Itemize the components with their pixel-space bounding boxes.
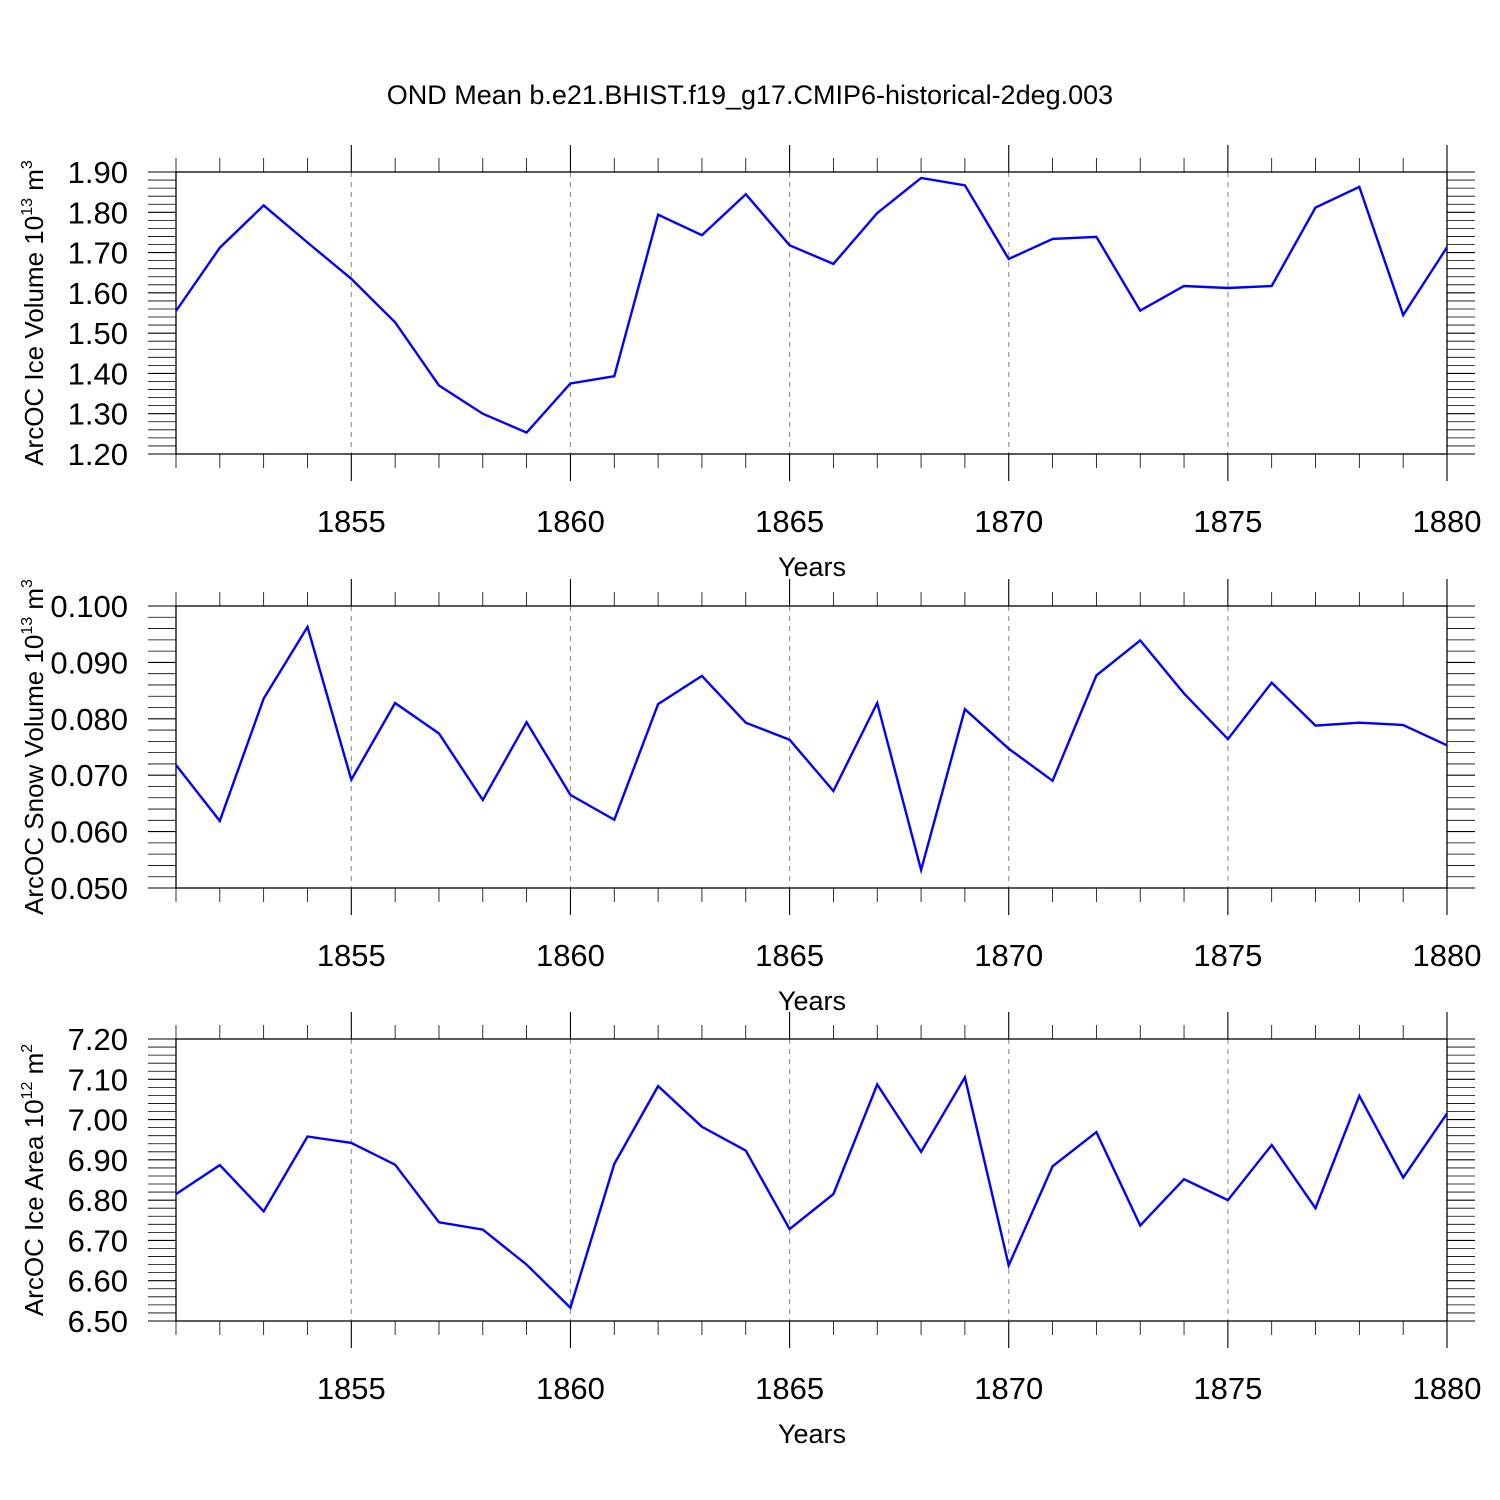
- x-tick-label: 1860: [536, 938, 605, 973]
- y-tick-label: 1.50: [68, 316, 128, 351]
- x-tick-label: 1865: [755, 1371, 824, 1406]
- y-tick-label: 0.100: [50, 589, 128, 624]
- plot-frame: [175, 605, 1448, 889]
- y-tick-label: 7.20: [68, 1022, 128, 1057]
- y-tick-label: 1.60: [68, 276, 128, 311]
- x-axis-label: Years: [778, 552, 846, 582]
- y-tick-label: 6.90: [68, 1143, 128, 1178]
- y-tick-label: 0.060: [50, 815, 128, 850]
- y-tick-label: 7.00: [68, 1103, 128, 1138]
- x-tick-label: 1880: [1413, 1371, 1482, 1406]
- panel-snow-volume: 0.050 0.060 0.070 0.080 0.090 0.100 1855 1860 18…: [19, 579, 1481, 1016]
- series-line-snow-volume: [175, 623, 1448, 875]
- x-tick-label: 1875: [1193, 1371, 1262, 1406]
- x-tick-label: 1855: [317, 1371, 386, 1406]
- y-tick-label: 0.090: [50, 645, 128, 680]
- x-tick-label: 1860: [536, 1371, 605, 1406]
- x-tick-label: 1880: [1413, 504, 1482, 539]
- y-axis-label: ArcOC Ice Area 1012 m2: [19, 1044, 49, 1316]
- x-tick-label: 1865: [755, 504, 824, 539]
- x-tick-label: 1870: [974, 1371, 1043, 1406]
- x-tick-label: 1855: [317, 504, 386, 539]
- y-axis-label: ArcOC Ice Volume 1013 m3: [19, 160, 49, 466]
- y-tick-label: 1.70: [68, 236, 128, 271]
- x-tick-label: 1875: [1193, 938, 1262, 973]
- plot-frame: [175, 1038, 1448, 1322]
- x-tick-label: 1855: [317, 938, 386, 973]
- chart-title: OND Mean b.e21.BHIST.f19_g17.CMIP6-histo…: [387, 80, 1113, 110]
- panel-ice-volume: 1.20 1.30 1.40 1.50 1.60 1.70 1.80 1.90 1855 1860…: [19, 145, 1481, 582]
- panel-ice-area: 6.50 6.60 6.70 6.80 6.90 7.00 7.10 7.20 1855 1860…: [19, 1012, 1481, 1449]
- y-tick-label: 0.070: [50, 758, 128, 793]
- y-axis-label: ArcOC Snow Volume 1013 m3: [19, 579, 49, 915]
- plot-frame: [175, 171, 1448, 455]
- x-tick-label: 1870: [974, 504, 1043, 539]
- y-tick-label: 1.30: [68, 397, 128, 432]
- x-axis-label: Years: [778, 986, 846, 1016]
- y-tick-label: 6.80: [68, 1183, 128, 1218]
- series-line-ice-area: [175, 1074, 1448, 1310]
- y-tick-label: 1.20: [68, 437, 128, 472]
- x-tick-label: 1880: [1413, 938, 1482, 973]
- x-axis-label: Years: [778, 1419, 846, 1449]
- y-tick-label: 0.050: [50, 871, 128, 906]
- y-tick-label: 1.80: [68, 195, 128, 230]
- y-tick-label: 6.60: [68, 1264, 128, 1299]
- y-tick-label: 1.40: [68, 356, 128, 391]
- y-tick-label: 6.70: [68, 1223, 128, 1258]
- x-tick-label: 1865: [755, 938, 824, 973]
- y-tick-label: 0.080: [50, 702, 128, 737]
- x-tick-label: 1860: [536, 504, 605, 539]
- x-tick-label: 1875: [1193, 504, 1262, 539]
- y-tick-label: 7.10: [68, 1062, 128, 1097]
- x-tick-label: 1870: [974, 938, 1043, 973]
- y-tick-label: 6.50: [68, 1304, 128, 1339]
- series-line-ice-volume: [175, 176, 1449, 435]
- y-tick-label: 1.90: [68, 155, 128, 190]
